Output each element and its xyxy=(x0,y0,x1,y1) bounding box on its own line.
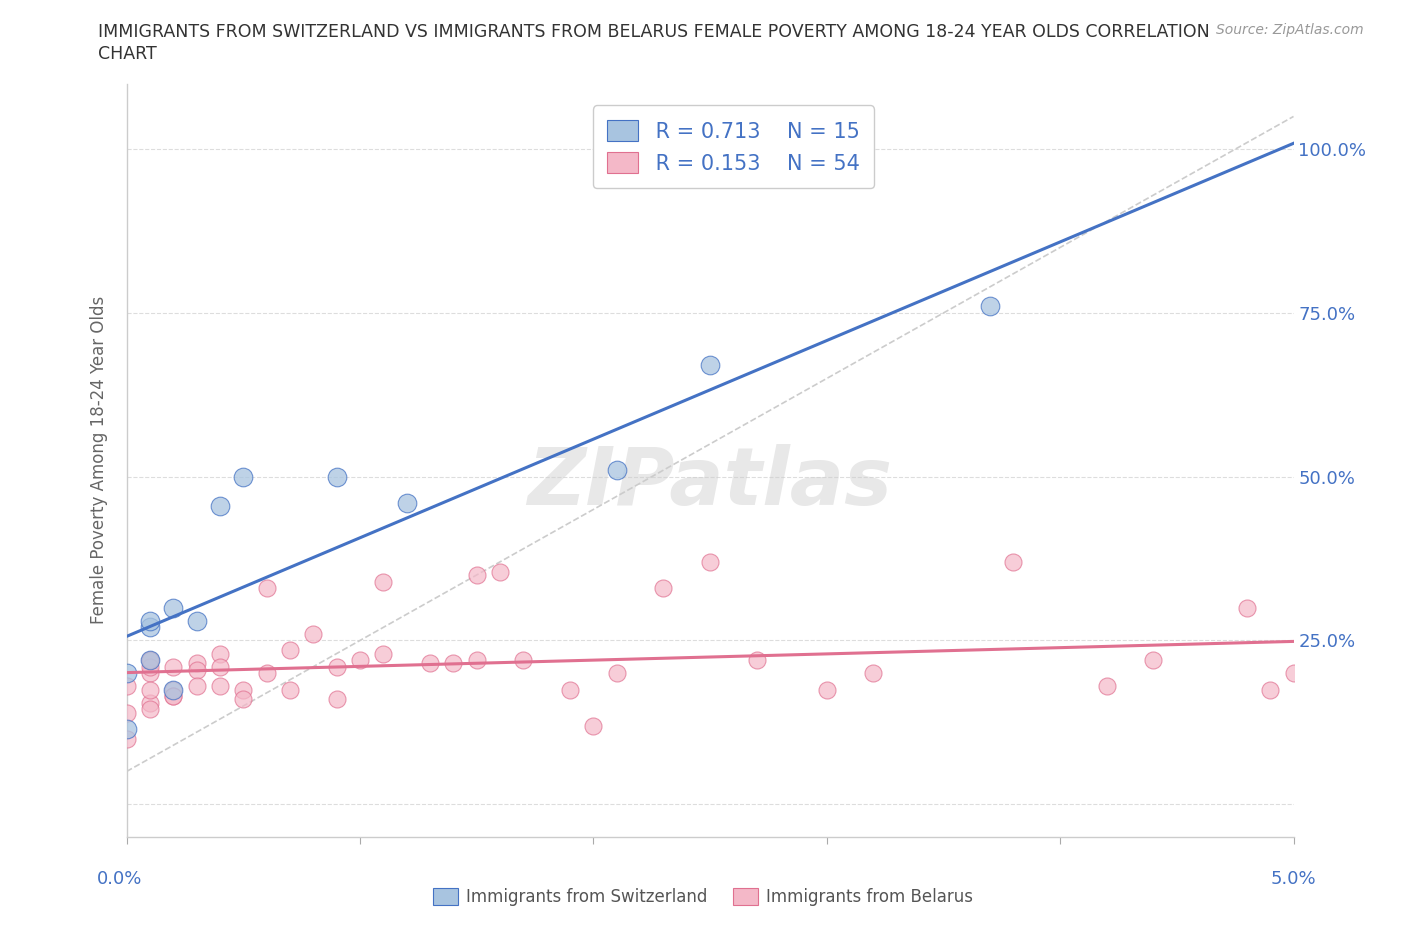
Point xyxy=(325,470,347,485)
Text: ZIPatlas: ZIPatlas xyxy=(527,444,893,522)
Point xyxy=(489,565,512,579)
Legend: Immigrants from Switzerland, Immigrants from Belarus: Immigrants from Switzerland, Immigrants … xyxy=(426,881,980,912)
Point xyxy=(373,646,395,661)
Point xyxy=(186,656,208,671)
Point xyxy=(139,659,162,674)
Point xyxy=(862,666,884,681)
Point xyxy=(115,731,138,746)
Point xyxy=(186,662,208,677)
Point xyxy=(208,646,231,661)
Point xyxy=(139,653,162,668)
Point xyxy=(139,653,162,668)
Point xyxy=(139,702,162,717)
Point xyxy=(186,614,208,629)
Point xyxy=(606,666,628,681)
Point xyxy=(208,498,231,513)
Point xyxy=(162,600,184,615)
Point xyxy=(1306,666,1329,681)
Text: 5.0%: 5.0% xyxy=(1271,870,1316,888)
Point xyxy=(1095,679,1118,694)
Point xyxy=(1236,600,1258,615)
Point xyxy=(1282,666,1305,681)
Point xyxy=(208,659,231,674)
Point xyxy=(1329,653,1351,668)
Point xyxy=(815,683,838,698)
Text: 0.0%: 0.0% xyxy=(97,870,142,888)
Point xyxy=(139,666,162,681)
Point xyxy=(115,666,138,681)
Point xyxy=(395,496,418,511)
Point xyxy=(278,643,301,658)
Point xyxy=(512,653,534,668)
Point xyxy=(699,554,721,569)
Point xyxy=(1002,554,1025,569)
Point xyxy=(139,653,162,668)
Point xyxy=(232,470,254,485)
Point xyxy=(302,627,325,642)
Text: Source: ZipAtlas.com: Source: ZipAtlas.com xyxy=(1216,23,1364,37)
Text: CHART: CHART xyxy=(98,45,157,62)
Point xyxy=(162,683,184,698)
Y-axis label: Female Poverty Among 18-24 Year Olds: Female Poverty Among 18-24 Year Olds xyxy=(90,297,108,624)
Point xyxy=(115,679,138,694)
Point xyxy=(232,683,254,698)
Point xyxy=(139,683,162,698)
Point xyxy=(465,653,488,668)
Point xyxy=(606,463,628,478)
Point xyxy=(373,574,395,589)
Point xyxy=(325,659,347,674)
Point xyxy=(139,620,162,635)
Point xyxy=(162,683,184,698)
Point xyxy=(232,692,254,707)
Point xyxy=(278,683,301,698)
Point xyxy=(558,683,581,698)
Point xyxy=(1258,683,1281,698)
Text: IMMIGRANTS FROM SWITZERLAND VS IMMIGRANTS FROM BELARUS FEMALE POVERTY AMONG 18-2: IMMIGRANTS FROM SWITZERLAND VS IMMIGRANT… xyxy=(98,23,1211,41)
Point xyxy=(139,696,162,711)
Point xyxy=(745,653,768,668)
Point xyxy=(441,656,464,671)
Point xyxy=(186,679,208,694)
Point xyxy=(115,722,138,737)
Legend:  R = 0.713    N = 15,  R = 0.153    N = 54: R = 0.713 N = 15, R = 0.153 N = 54 xyxy=(592,105,875,189)
Point xyxy=(465,567,488,582)
Point xyxy=(582,718,605,733)
Point xyxy=(349,653,371,668)
Point xyxy=(256,580,278,595)
Point xyxy=(115,705,138,720)
Point xyxy=(162,659,184,674)
Point xyxy=(979,299,1001,313)
Point xyxy=(419,656,441,671)
Point xyxy=(699,358,721,373)
Point xyxy=(325,692,347,707)
Point xyxy=(1142,653,1164,668)
Point xyxy=(139,614,162,629)
Point xyxy=(162,689,184,704)
Point xyxy=(208,679,231,694)
Point xyxy=(162,689,184,704)
Point xyxy=(652,580,675,595)
Point xyxy=(256,666,278,681)
